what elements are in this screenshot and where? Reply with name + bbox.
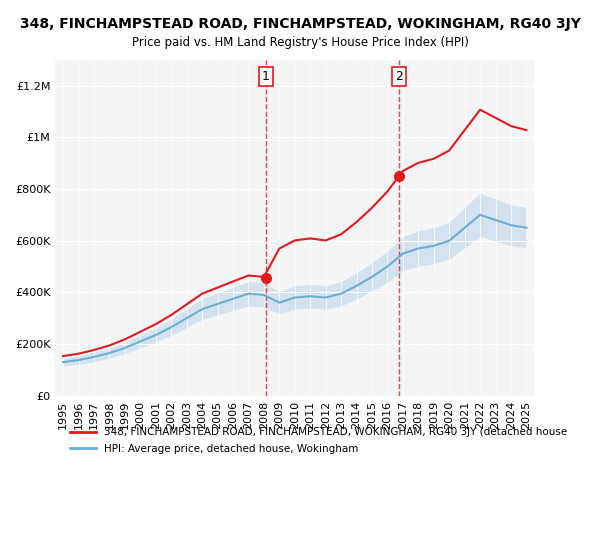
Text: 2: 2 xyxy=(395,70,403,83)
Text: Price paid vs. HM Land Registry's House Price Index (HPI): Price paid vs. HM Land Registry's House … xyxy=(131,36,469,49)
Text: 1: 1 xyxy=(262,70,270,83)
Text: 348, FINCHAMPSTEAD ROAD, FINCHAMPSTEAD, WOKINGHAM, RG40 3JY: 348, FINCHAMPSTEAD ROAD, FINCHAMPSTEAD, … xyxy=(20,17,580,31)
Legend: 348, FINCHAMPSTEAD ROAD, FINCHAMPSTEAD, WOKINGHAM, RG40 3JY (detached house, HPI: 348, FINCHAMPSTEAD ROAD, FINCHAMPSTEAD, … xyxy=(65,423,571,458)
